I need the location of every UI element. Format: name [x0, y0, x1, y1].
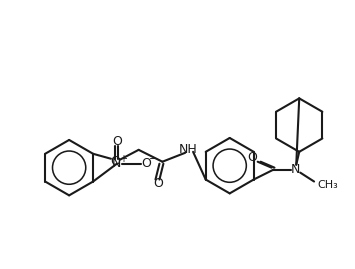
- Text: −: −: [149, 154, 158, 164]
- Text: O: O: [110, 155, 120, 168]
- Text: +: +: [119, 154, 127, 164]
- Text: O: O: [112, 135, 122, 148]
- Text: O: O: [247, 151, 257, 164]
- Text: N: N: [291, 163, 300, 176]
- Text: NH: NH: [179, 143, 197, 156]
- Text: N: N: [112, 157, 121, 170]
- Text: O: O: [142, 157, 152, 170]
- Text: O: O: [153, 177, 163, 190]
- Text: CH₃: CH₃: [317, 180, 338, 190]
